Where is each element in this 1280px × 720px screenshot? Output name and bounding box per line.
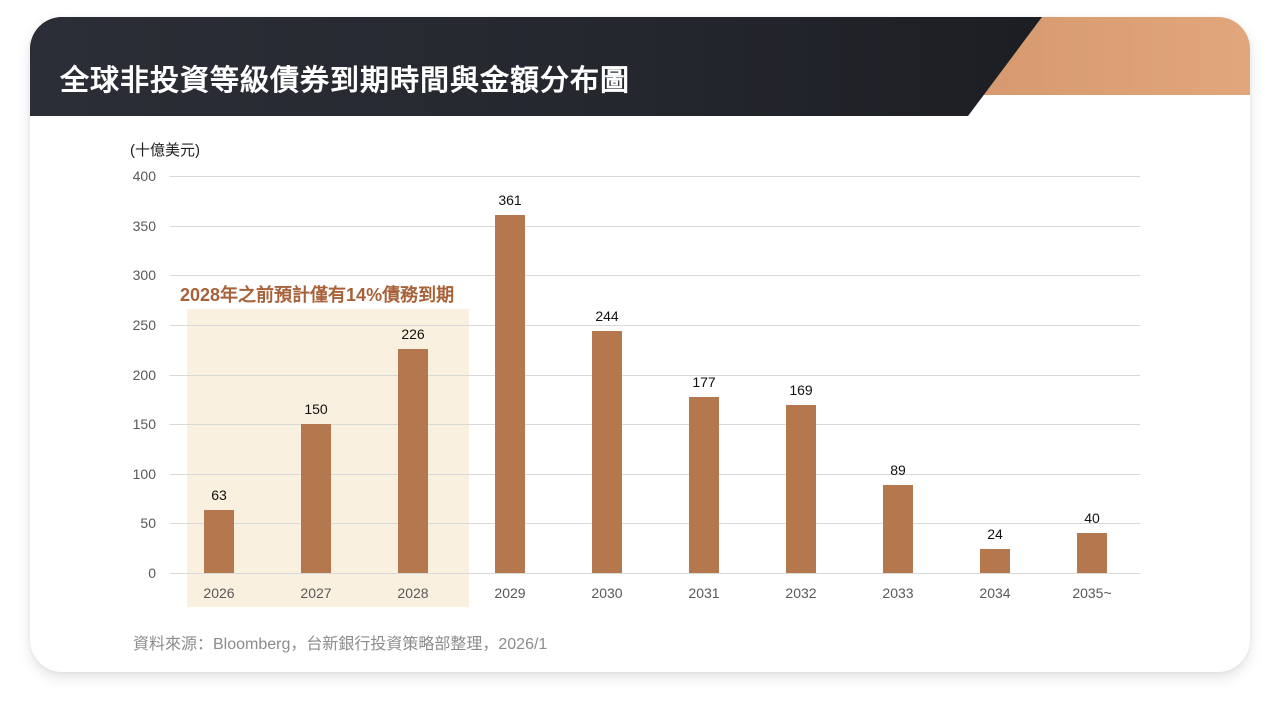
bar-value-label: 244: [595, 308, 619, 324]
bar-2027: [301, 424, 331, 573]
y-axis-unit-label: (十億美元): [130, 142, 200, 159]
gridline: [170, 176, 1140, 177]
gridline: [170, 424, 1140, 425]
x-tick-label: 2027: [300, 585, 332, 601]
y-tick-label: 0: [148, 565, 156, 581]
bar-2028: [398, 349, 428, 573]
bar-2026: [204, 510, 234, 573]
x-tick-label: 2026: [203, 585, 235, 601]
y-tick-label: 350: [132, 218, 156, 234]
x-tick-label: 2034: [979, 585, 1011, 601]
y-tick-label: 100: [132, 466, 156, 482]
gridline: [170, 325, 1140, 326]
bar-value-label: 24: [987, 526, 1003, 542]
y-tick-label: 150: [132, 416, 156, 432]
x-tick-label: 2035~: [1072, 585, 1112, 601]
gridline: [170, 573, 1140, 574]
x-tick-label: 2033: [882, 585, 914, 601]
bar-value-label: 40: [1084, 510, 1100, 526]
page-title: 全球非投資等級債券到期時間與金額分布圖: [60, 65, 631, 97]
x-tick-label: 2028: [397, 585, 429, 601]
x-tick-label: 2032: [785, 585, 817, 601]
bar-value-label: 177: [692, 374, 716, 390]
header-dark-band: [30, 17, 1042, 116]
bar-2031: [689, 397, 719, 573]
bar-2032: [786, 405, 816, 573]
y-tick-label: 50: [140, 515, 156, 531]
bar-2029: [495, 215, 525, 573]
bar-value-label: 150: [304, 401, 328, 417]
highlight-annotation: 2028年之前預計僅有14%債務到期: [180, 285, 455, 305]
bar-value-label: 226: [401, 326, 425, 342]
source-note: 資料來源：Bloomberg，台新銀行投資策略部整理，2026/1: [133, 636, 548, 653]
x-tick-label: 2031: [688, 585, 720, 601]
gridline: [170, 375, 1140, 376]
gridline: [170, 523, 1140, 524]
gridline: [170, 474, 1140, 475]
y-tick-label: 200: [132, 367, 156, 383]
x-tick-label: 2030: [591, 585, 623, 601]
gridline: [170, 226, 1140, 227]
gridline: [170, 275, 1140, 276]
x-tick-label: 2029: [494, 585, 526, 601]
bar-value-label: 169: [789, 382, 813, 398]
bar-2030: [592, 331, 622, 573]
y-tick-label: 400: [132, 168, 156, 184]
y-tick-label: 300: [132, 267, 156, 283]
bar-value-label: 63: [211, 487, 227, 503]
bar-value-label: 361: [498, 192, 522, 208]
bar-value-label: 89: [890, 462, 906, 478]
bar-2035-plus: [1077, 533, 1107, 573]
bar-2033: [883, 485, 913, 573]
y-tick-label: 250: [132, 317, 156, 333]
bar-2034: [980, 549, 1010, 573]
